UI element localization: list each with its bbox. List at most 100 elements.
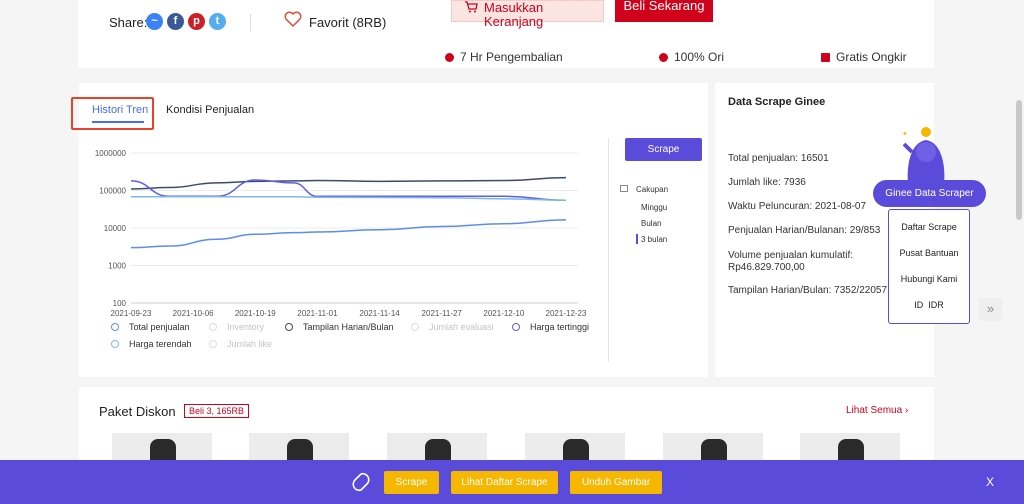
share-label: Share: bbox=[109, 15, 148, 30]
buy-now-label: Beli Sekarang bbox=[623, 0, 705, 13]
toolbar-download-images-button[interactable]: Unduh Gambar bbox=[570, 471, 662, 494]
guarantee-shipping-label: Gratis Ongkir bbox=[836, 50, 907, 64]
tab-kondisi-penjualan[interactable]: Kondisi Penjualan bbox=[166, 104, 255, 116]
ginee-menu: Daftar Scrape Pusat Bantuan Hubungi Kami… bbox=[888, 209, 970, 324]
chart-sidebar-divider bbox=[608, 138, 609, 362]
expand-chevron-icon[interactable]: » bbox=[979, 298, 1002, 321]
product-thumbnail[interactable] bbox=[112, 433, 212, 463]
legend-item-total-penjualan[interactable]: Total penjualan bbox=[111, 322, 190, 332]
series-line-total-penjualan bbox=[130, 219, 567, 249]
toolbar-download-label: Unduh Gambar bbox=[581, 477, 651, 488]
legend-label: Jumlah like bbox=[227, 339, 273, 349]
ginee-volume-label: Volume penjualan kumulatif: bbox=[728, 250, 854, 261]
twitter-icon[interactable]: t bbox=[209, 13, 226, 30]
product-thumbnail[interactable] bbox=[249, 433, 349, 463]
legend-ring-icon bbox=[512, 323, 520, 331]
toolbar-scrape-button[interactable]: Scrape bbox=[384, 471, 439, 494]
legend-item-inventory[interactable]: Inventory bbox=[209, 322, 264, 332]
x-tick-label: 2021-11-27 bbox=[422, 309, 463, 318]
ginee-penjualan-harian: Penjualan Harian/Bulanan: 29/853 bbox=[728, 225, 881, 236]
legend-ring-icon bbox=[111, 323, 119, 331]
series-line-harga-terendah bbox=[131, 196, 567, 201]
svg-text:✦: ✦ bbox=[902, 130, 908, 138]
buy-now-button[interactable]: Beli Sekarang bbox=[615, 0, 713, 22]
toolbar-view-list-button[interactable]: Lihat Daftar Scrape bbox=[451, 471, 558, 494]
x-tick-label: 2021-12-23 bbox=[546, 309, 587, 318]
divider bbox=[250, 14, 251, 31]
shirt-image bbox=[287, 439, 313, 463]
legend-label: Harga tertinggi bbox=[530, 322, 590, 332]
add-to-cart-button[interactable]: Masukkan Keranjang bbox=[451, 0, 604, 29]
product-thumbnail[interactable] bbox=[387, 433, 487, 463]
product-thumbnail[interactable] bbox=[663, 433, 763, 463]
ginee-data-scraper-pill[interactable]: Ginee Data Scraper bbox=[873, 180, 986, 207]
shirt-image bbox=[150, 439, 176, 463]
ginee-title: Data Scrape Ginee bbox=[728, 96, 826, 108]
ginee-logo-icon bbox=[351, 472, 371, 497]
range-option-3-bulan[interactable]: 3 bulan bbox=[641, 235, 668, 244]
x-tick-label: 2021-11-01 bbox=[297, 309, 338, 318]
ginee-pill-label: Ginee Data Scraper bbox=[885, 188, 974, 199]
menu-language-currency[interactable]: ID IDR bbox=[914, 300, 944, 310]
legend-item-jumlah-evaluasi[interactable]: Jumlah evaluasi bbox=[411, 322, 494, 332]
series-line-tampilan-harian-bulan bbox=[130, 176, 567, 190]
toolbar-view-list-label: Lihat Daftar Scrape bbox=[461, 477, 548, 488]
ginee-mascot-icon[interactable]: ✦ bbox=[898, 122, 958, 184]
shirt-image bbox=[425, 439, 451, 463]
legend-ring-icon bbox=[209, 340, 217, 348]
add-to-cart-label: Masukkan Keranjang bbox=[484, 0, 544, 29]
scrollbar-thumb[interactable] bbox=[1016, 100, 1022, 220]
guarantee-original: 100% Ori bbox=[659, 50, 724, 64]
shield-icon bbox=[659, 53, 668, 62]
range-option-bulan[interactable]: Bulan bbox=[641, 219, 662, 228]
x-tick-label: 2021-09-23 bbox=[111, 309, 152, 318]
toolbar-scrape-label: Scrape bbox=[395, 477, 428, 488]
menu-hubungi-kami[interactable]: Hubungi Kami bbox=[900, 274, 958, 284]
favorite-count[interactable]: Favorit (8RB) bbox=[309, 15, 387, 30]
tab-histori-tren[interactable]: Histori Tren bbox=[92, 104, 149, 116]
facebook-icon[interactable]: f bbox=[167, 13, 184, 30]
toolbar-close-icon[interactable]: X bbox=[986, 475, 995, 489]
truck-icon bbox=[821, 53, 830, 62]
menu-daftar-scrape[interactable]: Daftar Scrape bbox=[901, 222, 957, 232]
ginee-tampilan: Tampilan Harian/Bulan: 7352/22057 bbox=[728, 285, 887, 296]
see-all-link[interactable]: Lihat Semua › bbox=[846, 405, 909, 416]
product-thumbnail[interactable] bbox=[800, 433, 900, 463]
guarantee-original-label: 100% Ori bbox=[674, 50, 725, 64]
x-tick-label: 2021-11-14 bbox=[359, 309, 400, 318]
messenger-icon[interactable]: ~ bbox=[146, 13, 163, 30]
heart-icon[interactable] bbox=[284, 11, 302, 32]
paket-title: Paket Diskon bbox=[99, 404, 176, 419]
shirt-image bbox=[701, 439, 727, 463]
ginee-total-penjualan: Total penjualan: 16501 bbox=[728, 153, 829, 164]
legend-item-harga-tertinggi[interactable]: Harga tertinggi bbox=[512, 322, 589, 332]
y-tick-label: 1000000 bbox=[95, 149, 127, 158]
range-option-minggu[interactable]: Minggu bbox=[641, 203, 668, 212]
product-thumbnail[interactable] bbox=[525, 433, 625, 463]
cart-icon bbox=[464, 1, 478, 16]
shirt-image bbox=[563, 439, 589, 463]
legend-ring-icon bbox=[411, 323, 419, 331]
legend-ring-icon bbox=[285, 323, 293, 331]
legend-item-tampilan-harian-bulan[interactable]: Tampilan Harian/Bulan bbox=[285, 322, 394, 332]
menu-pusat-bantuan[interactable]: Pusat Bantuan bbox=[899, 248, 959, 258]
legend-ring-icon bbox=[111, 340, 119, 348]
tab-highlight-box bbox=[71, 97, 154, 130]
tab-active-underline bbox=[92, 121, 144, 123]
x-tick-label: 2021-10-19 bbox=[235, 309, 276, 318]
legend-label: Harga terendah bbox=[129, 339, 192, 349]
scrape-button[interactable]: Scrape bbox=[625, 138, 702, 161]
guarantee-return: 7 Hr Pengembalian bbox=[445, 50, 563, 64]
x-tick-label: 2021-12-10 bbox=[483, 309, 524, 318]
shirt-image bbox=[838, 439, 864, 463]
see-all-label: Lihat Semua bbox=[846, 405, 903, 416]
legend-item-harga-terendah[interactable]: Harga terendah bbox=[111, 339, 192, 349]
legend-label: Jumlah evaluasi bbox=[429, 322, 494, 332]
legend-item-jumlah-like[interactable]: Jumlah like bbox=[209, 339, 272, 349]
guarantee-shipping: Gratis Ongkir bbox=[821, 50, 907, 64]
cakupan-label: Cakupan bbox=[636, 185, 669, 194]
ginee-volume-value: Rp46.829.700,00 bbox=[728, 262, 805, 273]
ginee-jumlah-like: Jumlah like: 7936 bbox=[728, 177, 806, 188]
pinterest-icon[interactable]: p bbox=[188, 13, 205, 30]
legend-label: Tampilan Harian/Bulan bbox=[303, 322, 394, 332]
